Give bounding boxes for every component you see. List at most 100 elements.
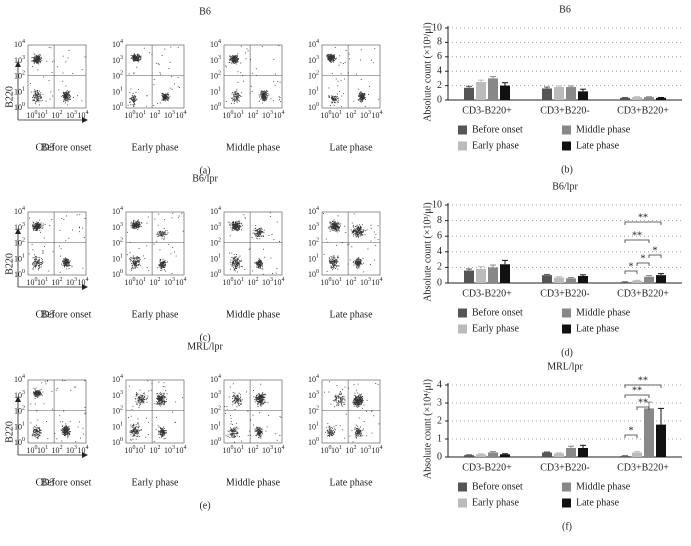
dot <box>335 98 337 100</box>
tick-base: 10 <box>176 278 184 287</box>
dot <box>335 224 337 226</box>
dot <box>33 432 35 434</box>
dot <box>164 264 166 266</box>
dot <box>260 231 262 233</box>
dot <box>41 259 43 261</box>
tick-exponent: 1 <box>45 277 48 283</box>
phase-label: Middle phase <box>226 309 281 320</box>
dot <box>332 97 334 99</box>
dot <box>239 223 241 225</box>
dot <box>361 260 363 262</box>
dot <box>163 228 165 229</box>
dot <box>37 390 39 392</box>
dot <box>135 430 137 432</box>
dot <box>135 432 137 434</box>
dot <box>66 429 67 431</box>
tick-exponent: 4 <box>86 110 89 116</box>
tick-exponent: 3 <box>22 222 25 228</box>
tick-base: 10 <box>112 40 120 49</box>
dot <box>33 429 35 431</box>
dot <box>136 398 138 400</box>
dot <box>333 223 335 225</box>
dot <box>66 263 68 265</box>
dot <box>240 62 242 64</box>
dot <box>132 264 133 266</box>
dot <box>162 397 164 399</box>
dot <box>233 227 235 229</box>
dot <box>333 225 335 227</box>
dot <box>157 103 159 105</box>
dot <box>130 98 132 100</box>
dot <box>33 53 35 55</box>
dot <box>67 94 69 96</box>
dot <box>159 432 161 434</box>
tick-exponent: 1 <box>241 277 244 283</box>
dot <box>156 393 158 394</box>
dot <box>357 234 359 236</box>
dot <box>247 50 249 52</box>
y-tick-label: 103 <box>14 390 25 399</box>
dot <box>82 227 84 229</box>
dot <box>235 254 237 256</box>
dot <box>70 265 72 267</box>
dot <box>40 58 42 60</box>
dot <box>256 233 258 235</box>
tick-exponent: 3 <box>368 277 371 283</box>
dot <box>161 399 163 401</box>
dot <box>33 392 35 394</box>
dot <box>157 397 159 399</box>
dot <box>232 56 234 58</box>
dot <box>138 260 140 262</box>
dot <box>142 400 144 402</box>
dot <box>265 93 266 95</box>
dot <box>40 264 42 266</box>
dot <box>139 405 141 407</box>
dot <box>163 434 165 436</box>
dot <box>163 99 165 101</box>
dot <box>234 264 236 266</box>
tick-base: 10 <box>37 278 45 287</box>
dot <box>65 429 67 431</box>
dot <box>331 60 333 62</box>
dot <box>233 254 235 255</box>
dot <box>158 431 160 433</box>
x-tick-label: 102 <box>150 110 161 119</box>
tick-exponent: 2 <box>158 277 161 283</box>
dot <box>37 262 38 264</box>
dot <box>160 400 162 402</box>
dot <box>63 101 65 103</box>
dot <box>133 223 135 225</box>
dot <box>35 430 37 432</box>
dot <box>336 226 337 228</box>
dot <box>38 259 40 261</box>
dot <box>136 430 137 432</box>
dot <box>236 101 238 103</box>
dot <box>35 391 37 393</box>
dot <box>235 94 237 96</box>
dot <box>34 266 36 267</box>
dot <box>36 56 37 57</box>
dot <box>66 89 68 91</box>
dot <box>335 229 337 231</box>
dot <box>31 434 33 436</box>
dot <box>336 57 337 59</box>
panel-letter: (e) <box>199 500 210 511</box>
dot <box>132 261 133 263</box>
dot <box>334 227 336 229</box>
dot <box>39 227 41 229</box>
tick-exponent: 3 <box>316 222 319 228</box>
dot <box>160 394 162 396</box>
dot <box>358 257 360 259</box>
dot <box>63 97 65 99</box>
dot <box>68 264 70 266</box>
dot <box>132 56 134 58</box>
tick-base: 10 <box>210 87 218 96</box>
tick-base: 10 <box>112 270 120 279</box>
dot <box>362 96 364 98</box>
dot <box>257 232 259 234</box>
dot <box>235 222 237 224</box>
dot <box>61 432 63 434</box>
tick-exponent: 4 <box>86 277 89 283</box>
dot <box>37 228 39 230</box>
dot <box>279 97 281 98</box>
